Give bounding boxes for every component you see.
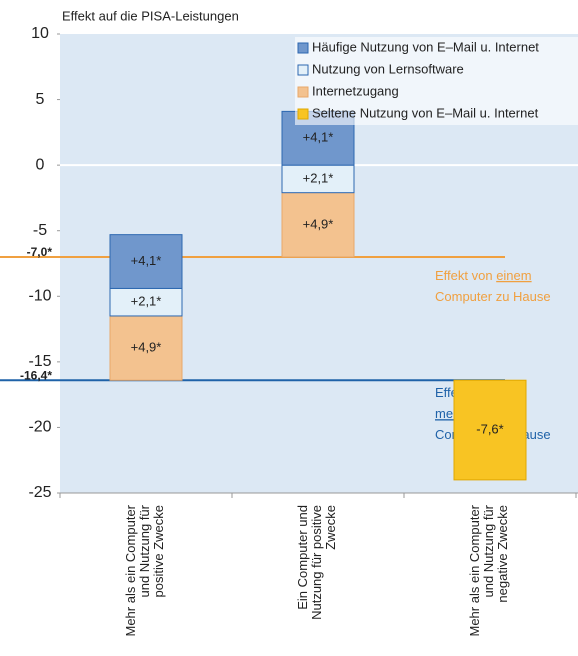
legend-swatch xyxy=(297,108,309,120)
value-label: +4,1* xyxy=(303,130,334,145)
y-tick-label: 0 xyxy=(36,156,45,173)
value-label: +4,9* xyxy=(303,216,334,231)
legend-swatch xyxy=(297,42,309,54)
x-tick-label: Mehr als ein Computerund Nutzung fürposi… xyxy=(123,504,166,636)
legend-swatch xyxy=(297,64,309,76)
bar-segment xyxy=(109,315,183,381)
bar-segment xyxy=(109,234,183,289)
value-label: -7,6* xyxy=(476,421,503,436)
value-label: +4,9* xyxy=(131,340,162,355)
x-tick-label: Ein Computer undNutzung für positiveZwec… xyxy=(295,505,338,620)
annotation: Effekt von einem xyxy=(435,268,532,283)
value-label: +4,1* xyxy=(131,253,162,268)
annotation-part: einem xyxy=(496,268,531,283)
bar-segment xyxy=(453,379,527,481)
value-label: +2,1* xyxy=(303,170,334,185)
legend-label: Häufige Nutzung von E–Mail u. Internet xyxy=(312,39,539,54)
y-tick-label: 10 xyxy=(31,25,49,42)
value-label: +2,1* xyxy=(131,294,162,309)
y-tick-label: -5 xyxy=(33,222,47,239)
y-tick-label: -20 xyxy=(28,419,51,436)
y-tick-label: -15 xyxy=(28,353,51,370)
bar-segment xyxy=(109,287,183,317)
legend-label: Nutzung von Lernsoftware xyxy=(312,61,464,76)
reference-label: -7,0* xyxy=(27,245,53,259)
reference-label: -16,4* xyxy=(20,368,52,382)
annotation-part: Computer zu Hause xyxy=(435,289,551,304)
y-tick-label: -10 xyxy=(28,288,51,305)
y-tick-label: -25 xyxy=(28,484,51,501)
legend-background xyxy=(295,37,578,125)
legend-label: Internetzugang xyxy=(312,83,399,98)
x-tick-label: Mehr als ein Computerund Nutzung fürnega… xyxy=(467,504,510,636)
bar-segment xyxy=(281,192,355,258)
y-tick-label: 5 xyxy=(36,91,45,108)
chart-title: Effekt auf die PISA-Leistungen xyxy=(62,8,239,23)
annotation-part: Effekt von xyxy=(435,268,496,283)
legend-swatch xyxy=(297,86,309,98)
legend-label: Seltene Nutzung von E–Mail u. Internet xyxy=(312,105,539,120)
annotation: Computer zu Hause xyxy=(435,289,551,304)
